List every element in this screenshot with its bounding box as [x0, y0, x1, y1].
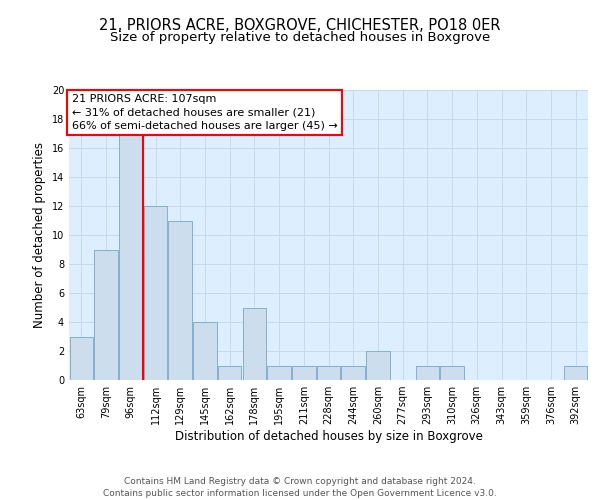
X-axis label: Distribution of detached houses by size in Boxgrove: Distribution of detached houses by size …: [175, 430, 482, 443]
Text: Size of property relative to detached houses in Boxgrove: Size of property relative to detached ho…: [110, 32, 490, 44]
Bar: [218, 366, 241, 380]
Bar: [317, 366, 340, 380]
Bar: [341, 366, 365, 380]
Bar: [366, 351, 389, 380]
Text: Contains HM Land Registry data © Crown copyright and database right 2024.
Contai: Contains HM Land Registry data © Crown c…: [103, 476, 497, 498]
Bar: [94, 250, 118, 380]
Bar: [119, 134, 143, 380]
Text: 21 PRIORS ACRE: 107sqm
← 31% of detached houses are smaller (21)
66% of semi-det: 21 PRIORS ACRE: 107sqm ← 31% of detached…: [71, 94, 337, 130]
Bar: [440, 366, 464, 380]
Bar: [292, 366, 316, 380]
Bar: [416, 366, 439, 380]
Bar: [144, 206, 167, 380]
Bar: [193, 322, 217, 380]
Bar: [169, 220, 192, 380]
Bar: [268, 366, 291, 380]
Y-axis label: Number of detached properties: Number of detached properties: [33, 142, 46, 328]
Bar: [564, 366, 587, 380]
Bar: [70, 336, 93, 380]
Text: 21, PRIORS ACRE, BOXGROVE, CHICHESTER, PO18 0ER: 21, PRIORS ACRE, BOXGROVE, CHICHESTER, P…: [99, 18, 501, 32]
Bar: [242, 308, 266, 380]
